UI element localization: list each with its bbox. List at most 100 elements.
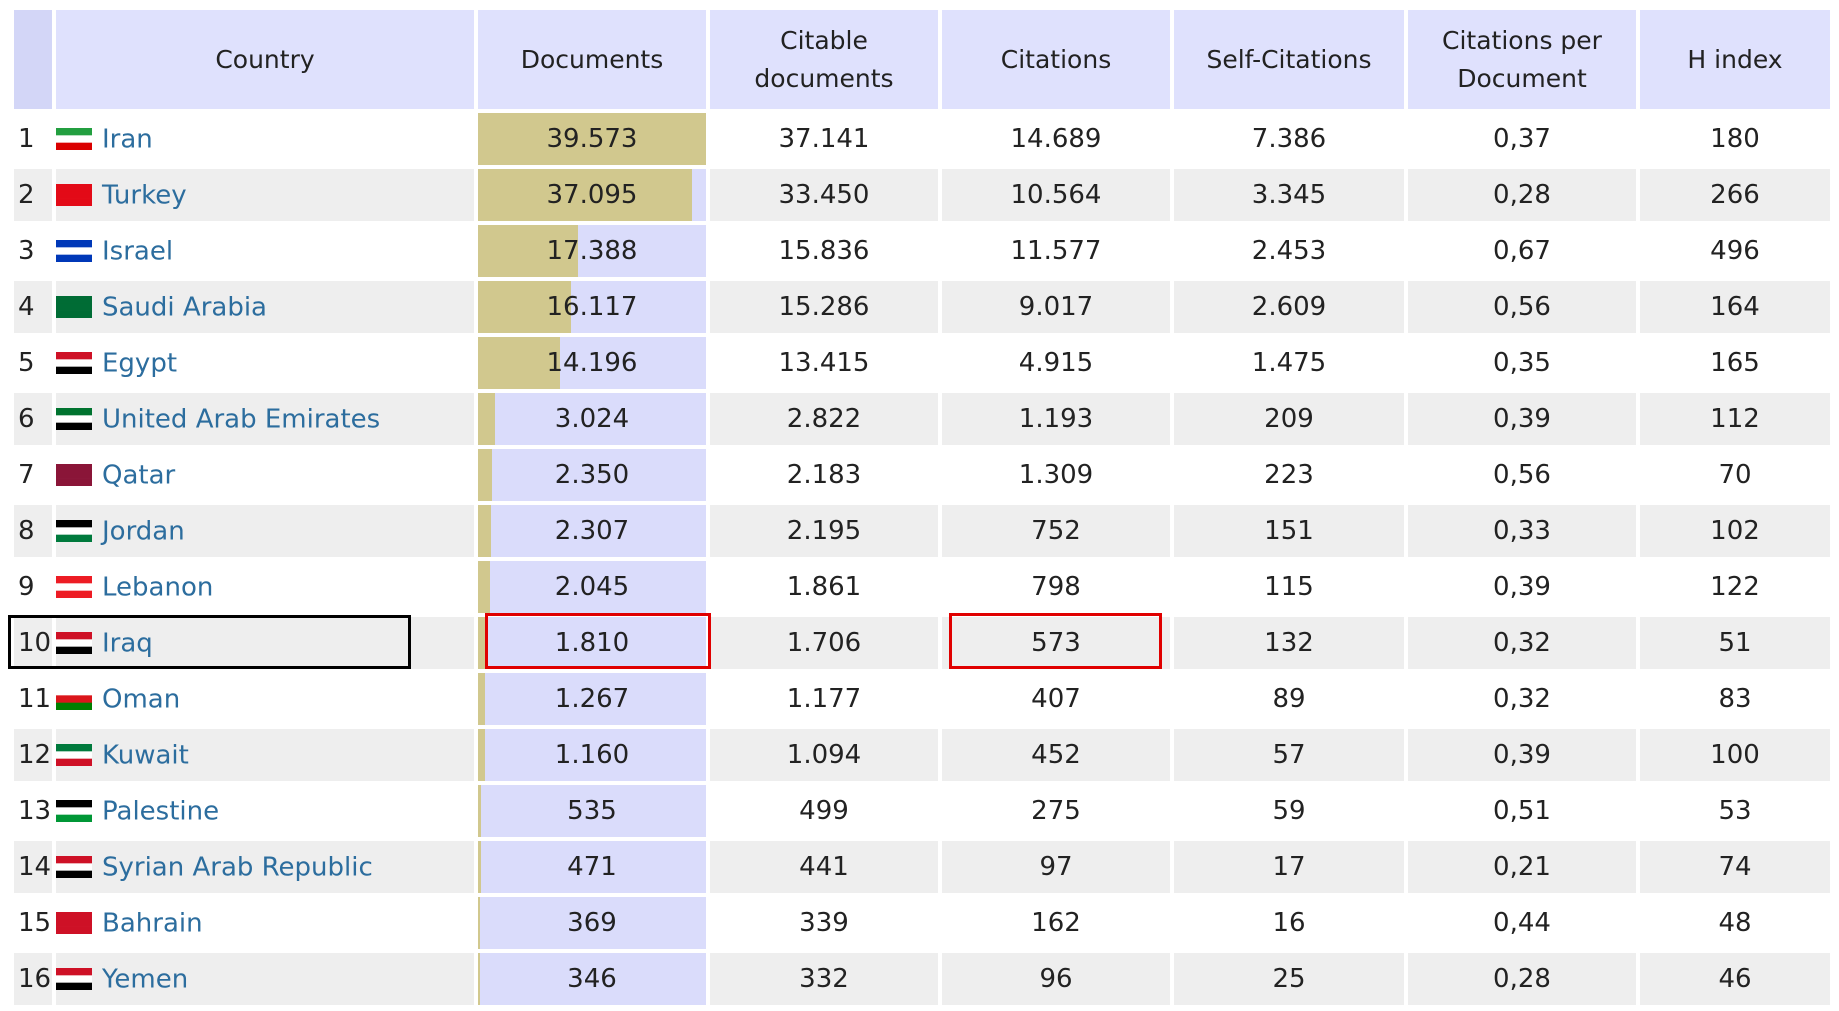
flag-stripe (56, 583, 92, 592)
flag-stripe (56, 751, 92, 760)
country-link[interactable]: Iraq (102, 628, 153, 659)
h-index: 70 (1640, 449, 1830, 501)
rank: 11 (14, 673, 52, 725)
flag-icon (56, 520, 92, 543)
citations: 97 (942, 841, 1170, 893)
country-cell: Israel (56, 225, 474, 277)
rank-header (14, 10, 52, 109)
flag-stripe (56, 478, 92, 487)
citations: 96 (942, 953, 1170, 1005)
documents-value: 2.045 (554, 572, 630, 602)
flag-stripe (56, 408, 92, 416)
documents-bar (478, 561, 490, 613)
documents-cell: 14.196 (478, 337, 706, 389)
flag-stripe (56, 632, 92, 640)
cpd: 0,33 (1408, 505, 1636, 557)
country-cell: Iran (56, 113, 474, 165)
flag-stripe (56, 856, 92, 864)
column-header: Self-Citations (1174, 10, 1404, 109)
self-citations: 16 (1174, 897, 1404, 949)
self-citations: 209 (1174, 393, 1404, 445)
country-cell: United Arab Emirates (56, 393, 474, 445)
documents-bar (478, 673, 486, 725)
country-table: Country Documents Citable documents Citatio… (10, 6, 1834, 1009)
self-citations: 3.345 (1174, 169, 1404, 221)
flag-stripe (56, 744, 92, 752)
country-link[interactable]: Saudi Arabia (102, 292, 267, 323)
rank: 1 (14, 113, 52, 165)
flag-stripe (56, 310, 92, 319)
documents-cell: 471 (478, 841, 706, 893)
flag-stripe (56, 807, 92, 816)
flag-stripe (56, 800, 92, 808)
country-link[interactable]: Turkey (102, 180, 187, 211)
documents-cell: 1.810 (478, 617, 706, 669)
rank: 4 (14, 281, 52, 333)
flag-stripe (56, 303, 92, 312)
rank: 10 (14, 617, 52, 669)
country-link[interactable]: Yemen (102, 964, 189, 995)
country-link[interactable]: Bahrain (102, 908, 203, 939)
country-link[interactable]: Jordan (102, 516, 185, 547)
country-cell: Palestine (56, 785, 474, 837)
documents-bar (478, 281, 571, 333)
rank: 9 (14, 561, 52, 613)
flag-stripe (56, 142, 92, 151)
h-index: 112 (1640, 393, 1830, 445)
flag-stripe (56, 415, 92, 424)
self-citations: 25 (1174, 953, 1404, 1005)
flag-stripe (56, 464, 92, 472)
table-row: 9 Lebanon 2.045 1.861 798 115 0,39 122 (14, 561, 1830, 613)
documents-value: 471 (567, 852, 617, 882)
flag-icon (56, 800, 92, 823)
country-link[interactable]: Kuwait (102, 740, 189, 771)
flag-stripe (56, 814, 92, 823)
country-link[interactable]: Iran (102, 124, 153, 155)
rank: 3 (14, 225, 52, 277)
flag-stripe (56, 296, 92, 304)
country-link[interactable]: Oman (102, 684, 181, 715)
flag-icon (56, 856, 92, 879)
cpd: 0,56 (1408, 449, 1636, 501)
h-index: 180 (1640, 113, 1830, 165)
documents-value: 39.573 (546, 124, 638, 154)
flag-stripe (56, 366, 92, 375)
documents-cell: 2.307 (478, 505, 706, 557)
country-link[interactable]: Palestine (102, 796, 220, 827)
citations: 11.577 (942, 225, 1170, 277)
flag-icon (56, 632, 92, 655)
citable: 2.183 (710, 449, 938, 501)
highlight-box (485, 613, 711, 669)
rank: 8 (14, 505, 52, 557)
documents-bar (478, 113, 706, 165)
country-link[interactable]: Qatar (102, 460, 176, 491)
self-citations: 115 (1174, 561, 1404, 613)
h-index: 100 (1640, 729, 1830, 781)
country-cell: Qatar (56, 449, 474, 501)
rank: 15 (14, 897, 52, 949)
documents-cell: 369 (478, 897, 706, 949)
country-link[interactable]: Lebanon (102, 572, 214, 603)
cpd: 0,51 (1408, 785, 1636, 837)
country-link[interactable]: Israel (102, 236, 174, 267)
self-citations: 223 (1174, 449, 1404, 501)
documents-cell: 2.350 (478, 449, 706, 501)
citations: 1.309 (942, 449, 1170, 501)
citations: 407 (942, 673, 1170, 725)
citable: 1.177 (710, 673, 938, 725)
table-row: 13 Palestine 535 499 275 59 0,51 53 (14, 785, 1830, 837)
citable: 13.415 (710, 337, 938, 389)
documents-value: 1.810 (554, 628, 630, 658)
column-header: Citations (942, 10, 1170, 109)
country-link[interactable]: Syrian Arab Republic (102, 852, 373, 883)
documents-cell: 3.024 (478, 393, 706, 445)
table-row: 4 Saudi Arabia 16.117 15.286 9.017 2.609 0,56 1… (14, 281, 1830, 333)
country-link[interactable]: United Arab Emirates (102, 404, 381, 435)
documents-bar (478, 449, 492, 501)
self-citations: 2.453 (1174, 225, 1404, 277)
citations: 798 (942, 561, 1170, 613)
country-link[interactable]: Egypt (102, 348, 178, 379)
documents-bar (478, 225, 579, 277)
cpd: 0,28 (1408, 169, 1636, 221)
cpd: 0,56 (1408, 281, 1636, 333)
